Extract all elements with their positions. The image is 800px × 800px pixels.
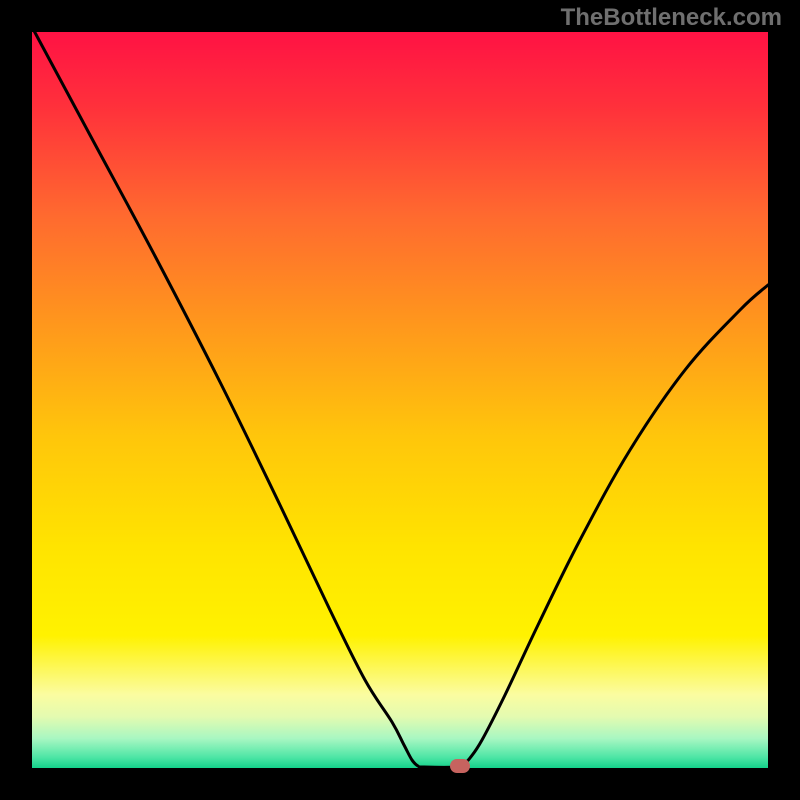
plot-background: [32, 32, 768, 768]
chart-container: TheBottleneck.com: [0, 0, 800, 800]
watermark-text: TheBottleneck.com: [561, 4, 782, 32]
optimum-marker: [450, 759, 470, 773]
